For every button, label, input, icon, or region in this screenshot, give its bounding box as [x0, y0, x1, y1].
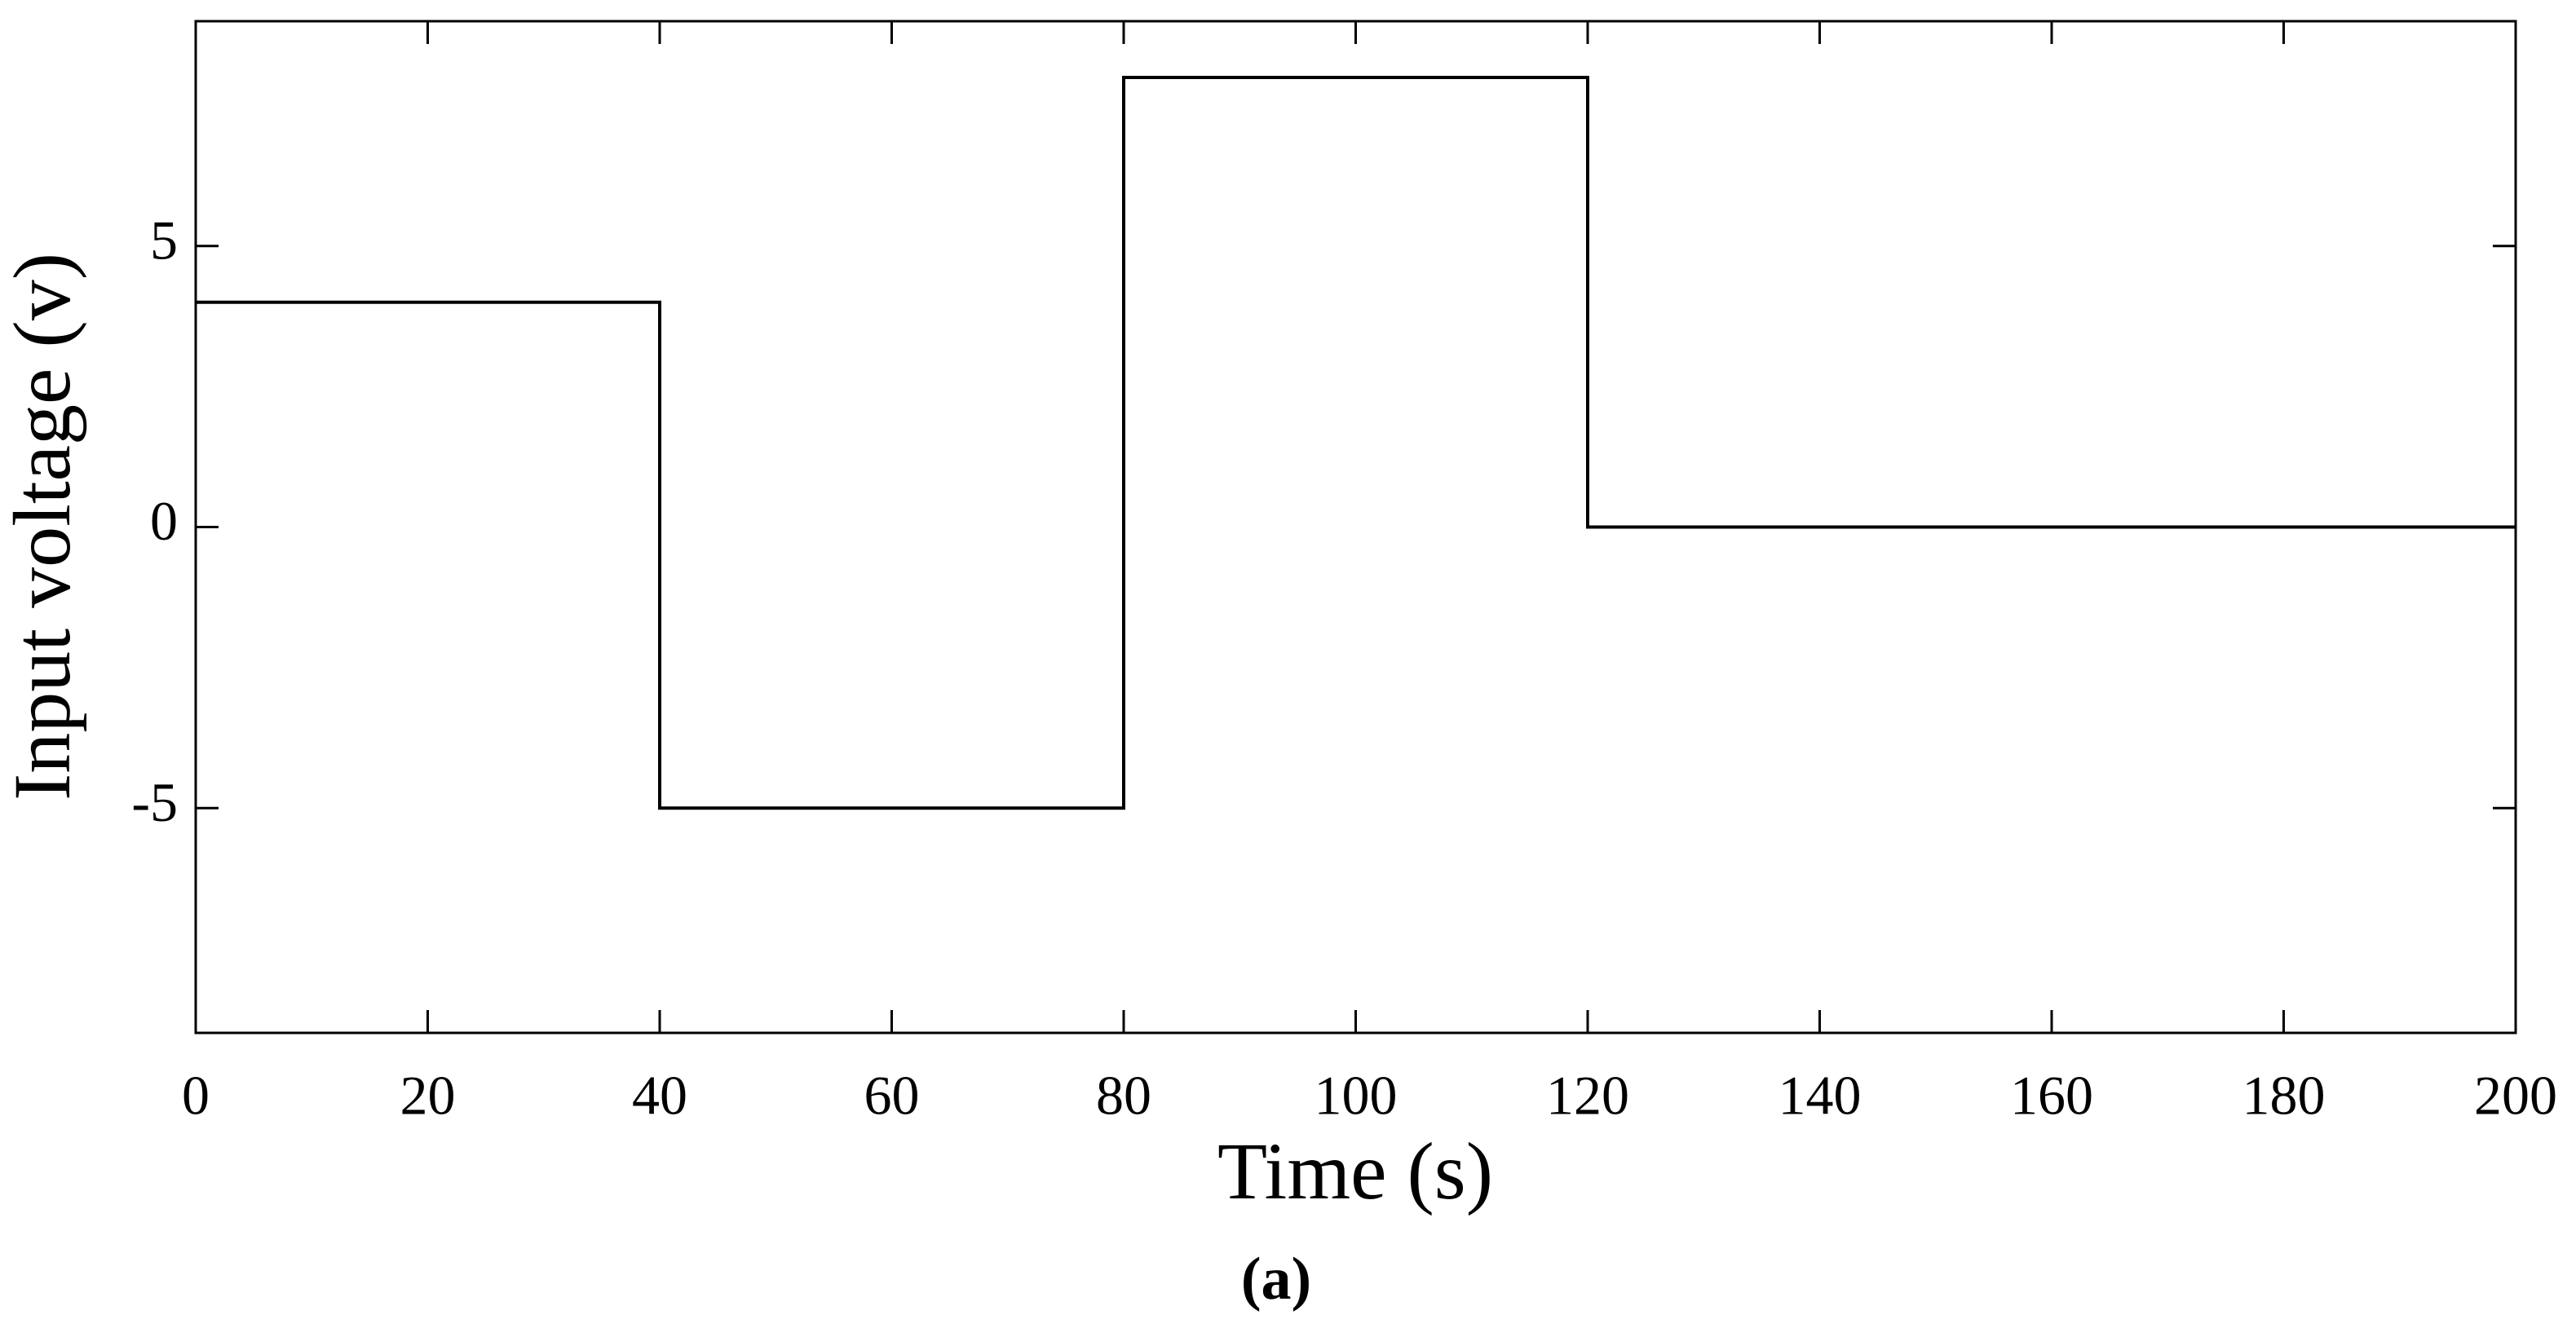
line	[196, 75, 2516, 810]
x-tick-label: 140	[1778, 1065, 1862, 1127]
x-tick-label: 160	[2010, 1065, 2093, 1127]
x-tick-label: 40	[632, 1065, 687, 1127]
x-tick-label: 20	[400, 1065, 456, 1127]
x-tick-label: 180	[2242, 1065, 2326, 1127]
caption: (a)	[1241, 1246, 1311, 1313]
y-tick-label: 5	[150, 209, 178, 271]
y-axis-label: Input voltage (v)	[0, 253, 87, 801]
x-tick-label: 0	[182, 1065, 210, 1127]
x-axis-label: Time (s)	[1217, 1126, 1493, 1216]
x-tick-label: 60	[864, 1065, 920, 1127]
x-tick-label: 200	[2474, 1065, 2557, 1127]
y-tick-label: 0	[150, 490, 178, 552]
y-tick-label: -5	[131, 771, 178, 833]
x-tick-label: 80	[1096, 1065, 1151, 1127]
x-tick-label: 120	[1546, 1065, 1629, 1127]
x-tick-label: 100	[1315, 1065, 1398, 1127]
